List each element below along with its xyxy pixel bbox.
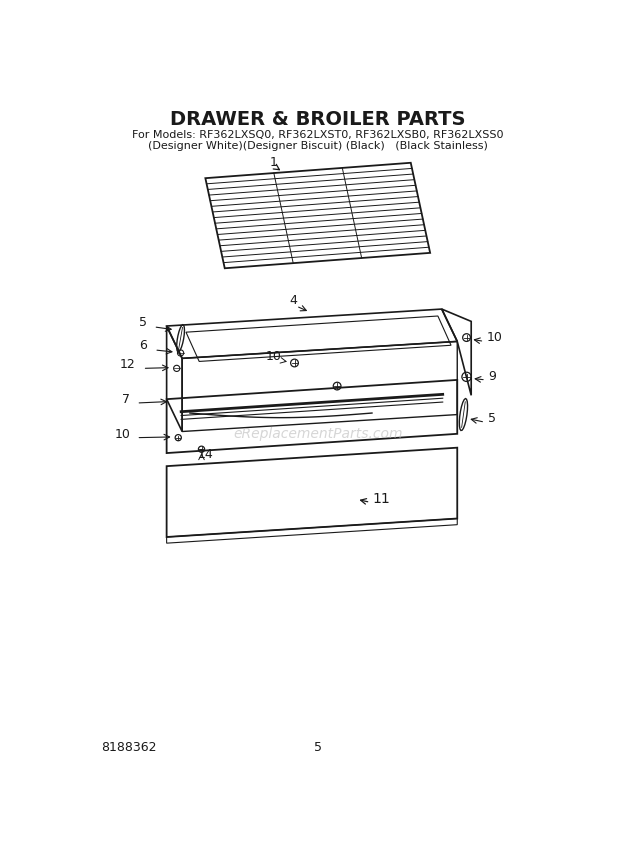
Text: 6: 6 bbox=[140, 339, 148, 352]
Text: 5: 5 bbox=[314, 741, 322, 754]
Text: DRAWER & BROILER PARTS: DRAWER & BROILER PARTS bbox=[170, 110, 466, 129]
Text: 7: 7 bbox=[122, 393, 130, 406]
Text: 5: 5 bbox=[489, 413, 496, 425]
Text: 4: 4 bbox=[289, 294, 297, 306]
Text: 10: 10 bbox=[487, 331, 503, 344]
Text: 10: 10 bbox=[265, 350, 281, 363]
Text: 1: 1 bbox=[270, 156, 278, 169]
Text: 5: 5 bbox=[140, 316, 148, 329]
Text: 9: 9 bbox=[489, 370, 496, 383]
Text: 11: 11 bbox=[372, 492, 390, 506]
Text: 14: 14 bbox=[198, 449, 213, 461]
Text: 10: 10 bbox=[114, 428, 130, 441]
Text: (Designer White)(Designer Biscuit) (Black)   (Black Stainless): (Designer White)(Designer Biscuit) (Blac… bbox=[148, 141, 488, 151]
Text: eReplacementParts.com: eReplacementParts.com bbox=[233, 427, 402, 441]
Text: 8188362: 8188362 bbox=[100, 741, 156, 754]
Text: For Models: RF362LXSQ0, RF362LXST0, RF362LXSB0, RF362LXSS0: For Models: RF362LXSQ0, RF362LXST0, RF36… bbox=[132, 130, 503, 140]
Text: 12: 12 bbox=[120, 359, 136, 372]
